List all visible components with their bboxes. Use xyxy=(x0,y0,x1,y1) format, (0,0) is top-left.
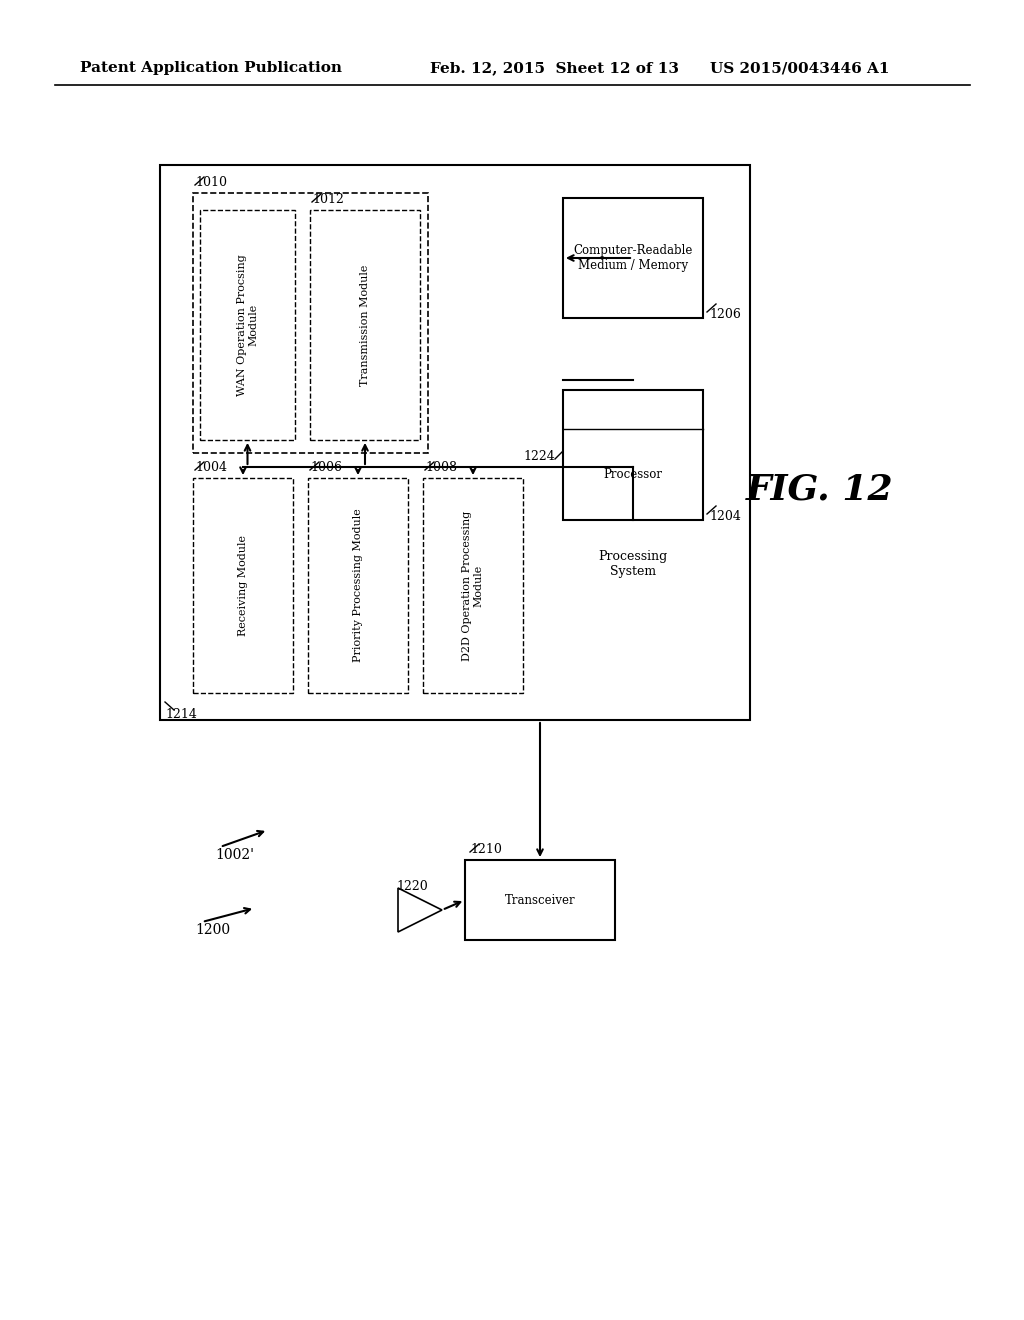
Text: Processing
System: Processing System xyxy=(598,550,668,578)
Text: Processor: Processor xyxy=(603,469,663,480)
Text: 1008: 1008 xyxy=(425,461,457,474)
Text: Transmission Module: Transmission Module xyxy=(360,264,370,385)
Bar xyxy=(423,478,523,693)
Bar xyxy=(160,165,750,719)
Text: WAN Operation Procsing
Module: WAN Operation Procsing Module xyxy=(237,255,258,396)
Text: 1204: 1204 xyxy=(709,510,741,523)
Text: 1200: 1200 xyxy=(195,923,230,937)
Text: 1010: 1010 xyxy=(195,176,227,189)
Text: 1224: 1224 xyxy=(523,450,555,463)
Text: D2D Operation Processing
Module: D2D Operation Processing Module xyxy=(462,511,483,660)
Text: Patent Application Publication: Patent Application Publication xyxy=(80,61,342,75)
Bar xyxy=(200,210,295,440)
Bar xyxy=(563,198,703,318)
Text: 1012: 1012 xyxy=(312,193,344,206)
Text: Feb. 12, 2015  Sheet 12 of 13: Feb. 12, 2015 Sheet 12 of 13 xyxy=(430,61,679,75)
Text: Computer-Readable
Medium / Memory: Computer-Readable Medium / Memory xyxy=(573,244,692,272)
Text: 1004: 1004 xyxy=(195,461,227,474)
Bar xyxy=(308,478,408,693)
Text: Receiving Module: Receiving Module xyxy=(238,535,248,636)
Bar xyxy=(193,193,428,453)
Text: 1206: 1206 xyxy=(709,308,741,321)
Text: US 2015/0043446 A1: US 2015/0043446 A1 xyxy=(710,61,890,75)
Text: 1006: 1006 xyxy=(310,461,342,474)
Bar xyxy=(465,861,615,940)
Bar xyxy=(563,389,703,520)
Bar xyxy=(193,478,293,693)
Bar xyxy=(310,210,420,440)
Text: 1220: 1220 xyxy=(396,880,428,894)
Text: 1214: 1214 xyxy=(165,708,197,721)
Text: Transceiver: Transceiver xyxy=(505,894,575,907)
Polygon shape xyxy=(398,888,442,932)
Text: 1210: 1210 xyxy=(470,843,502,855)
Text: FIG. 12: FIG. 12 xyxy=(746,473,894,507)
Text: 1002': 1002' xyxy=(215,847,254,862)
Text: Priority Processing Module: Priority Processing Module xyxy=(353,508,362,663)
